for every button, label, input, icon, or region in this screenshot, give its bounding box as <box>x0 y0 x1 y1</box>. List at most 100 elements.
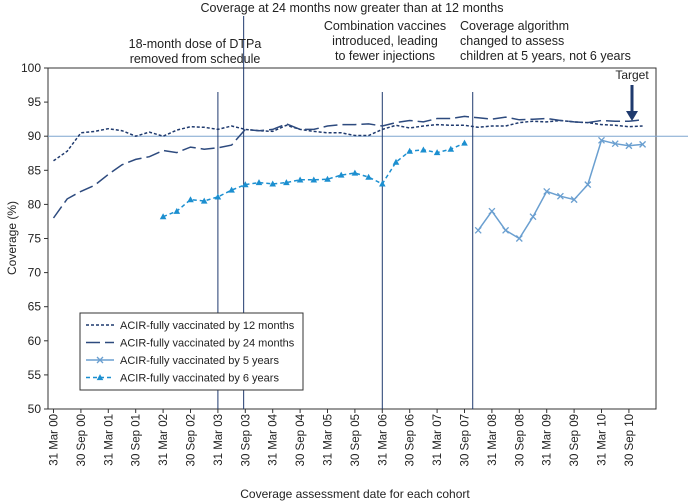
data-point <box>584 181 592 189</box>
y-tick-label: 95 <box>28 95 42 109</box>
data-point <box>625 142 633 150</box>
data-point <box>556 192 564 200</box>
y-axis-label: Coverage (%) <box>5 201 19 275</box>
data-point <box>570 196 578 204</box>
data-point <box>447 145 455 152</box>
data-point-stroke <box>570 196 578 204</box>
x-tick-label: 30 Sep 02 <box>186 414 198 466</box>
x-tick-label: 31 Mar 10 <box>597 414 609 466</box>
data-point <box>214 193 222 200</box>
x-tick-label: 31 Mar 01 <box>103 414 115 466</box>
x-tick-label: 31 Mar 04 <box>268 413 280 465</box>
data-point <box>324 175 331 182</box>
x-tick-label: 30 Sep 00 <box>76 414 88 466</box>
data-point <box>200 197 208 204</box>
x-tick-label: 31 Mar 07 <box>432 414 444 466</box>
data-point <box>228 186 235 193</box>
data-point <box>502 226 510 234</box>
annotation-text: to fewer injections <box>335 49 435 63</box>
data-point <box>337 171 345 178</box>
annotation-text: introduced, leading <box>332 34 438 48</box>
data-point <box>598 136 605 144</box>
y-tick-label: 75 <box>28 232 42 246</box>
data-point <box>379 180 386 187</box>
x-tick-label: 31 Mar 00 <box>49 414 61 466</box>
series-line-3 <box>477 139 643 240</box>
target-arrow-head <box>626 111 638 121</box>
data-point-stroke <box>556 192 564 200</box>
annotation-text: changed to assess <box>460 34 564 48</box>
data-point <box>351 169 359 176</box>
series-line-1 <box>53 119 643 162</box>
annotation-text: removed from schedule <box>130 52 261 66</box>
legend-marker <box>96 374 104 381</box>
legend-label: ACIR-fully vaccinated by 24 months <box>120 338 295 350</box>
data-point <box>433 149 441 156</box>
data-point-stroke <box>598 136 605 144</box>
legend-box <box>79 312 304 391</box>
data-point <box>474 226 482 234</box>
x-tick-label: 30 Sep 08 <box>514 414 526 466</box>
data-point <box>187 196 194 203</box>
data-point <box>406 147 413 154</box>
data-point <box>283 179 290 186</box>
x-tick-label: 30 Sep 04 <box>295 413 307 466</box>
x-tick-label: 30 Sep 09 <box>569 414 581 466</box>
data-point <box>296 176 304 183</box>
x-tick-label: 30 Sep 06 <box>405 414 417 466</box>
x-axis-label: Coverage assessment date for each cohort <box>240 487 470 501</box>
y-tick-label: 80 <box>28 197 42 211</box>
x-tick-label: 30 Sep 07 <box>460 414 472 466</box>
legend-label: ACIR-fully vaccinated by 5 years <box>120 355 279 367</box>
data-point-stroke <box>611 140 619 148</box>
data-point-stroke <box>488 207 496 215</box>
x-tick-label: 30 Sep 03 <box>240 414 252 466</box>
data-point <box>255 179 263 186</box>
annotation-text: Coverage at 24 months now greater than a… <box>201 1 504 15</box>
data-point <box>515 235 523 242</box>
data-point <box>159 213 167 220</box>
y-tick-label: 100 <box>21 61 41 75</box>
data-point <box>529 213 537 221</box>
data-point-stroke <box>515 235 523 242</box>
data-point-stroke <box>639 140 647 148</box>
data-point-stroke <box>474 226 482 234</box>
series-line-2 <box>52 115 643 219</box>
data-point <box>420 146 427 153</box>
y-tick-label: 55 <box>28 368 42 382</box>
x-tick-label: 30 Sep 05 <box>350 414 362 466</box>
data-point <box>242 181 249 188</box>
data-point <box>639 140 647 148</box>
x-tick-label: 31 Mar 06 <box>377 414 389 466</box>
data-point-stroke <box>625 142 633 150</box>
x-tick-label: 31 Mar 08 <box>487 414 499 466</box>
y-tick-label: 90 <box>28 129 42 143</box>
x-tick-label: 31 Mar 05 <box>323 414 335 466</box>
y-tick-label: 65 <box>28 300 42 314</box>
legend-label: ACIR-fully vaccinated by 6 years <box>120 373 279 385</box>
data-point <box>173 207 181 214</box>
data-point <box>269 180 276 187</box>
x-tick-label: 30 Sep 01 <box>131 414 143 466</box>
y-tick-label: 60 <box>28 334 42 348</box>
data-point <box>543 187 551 195</box>
data-point-stroke <box>502 226 510 234</box>
data-point <box>488 207 496 215</box>
annotation-text: children at 5 years, not 6 years <box>460 49 631 63</box>
y-tick-label: 85 <box>28 163 42 177</box>
data-point <box>461 139 468 146</box>
x-tick-label: 31 Mar 03 <box>213 414 225 466</box>
data-point <box>392 158 400 165</box>
legend-marker <box>96 356 104 364</box>
y-tick-label: 70 <box>28 266 42 280</box>
target-label: Target <box>615 68 649 82</box>
data-point <box>611 140 619 148</box>
y-tick-label: 50 <box>28 402 42 416</box>
annotation-text: 18-month dose of DTPa <box>129 37 262 51</box>
data-point-stroke <box>584 181 592 189</box>
annotation-text: Combination vaccines <box>324 19 446 33</box>
data-point-stroke <box>543 187 551 195</box>
legend-label: ACIR-fully vaccinated by 12 months <box>120 320 295 332</box>
series-line-4 <box>162 142 465 218</box>
